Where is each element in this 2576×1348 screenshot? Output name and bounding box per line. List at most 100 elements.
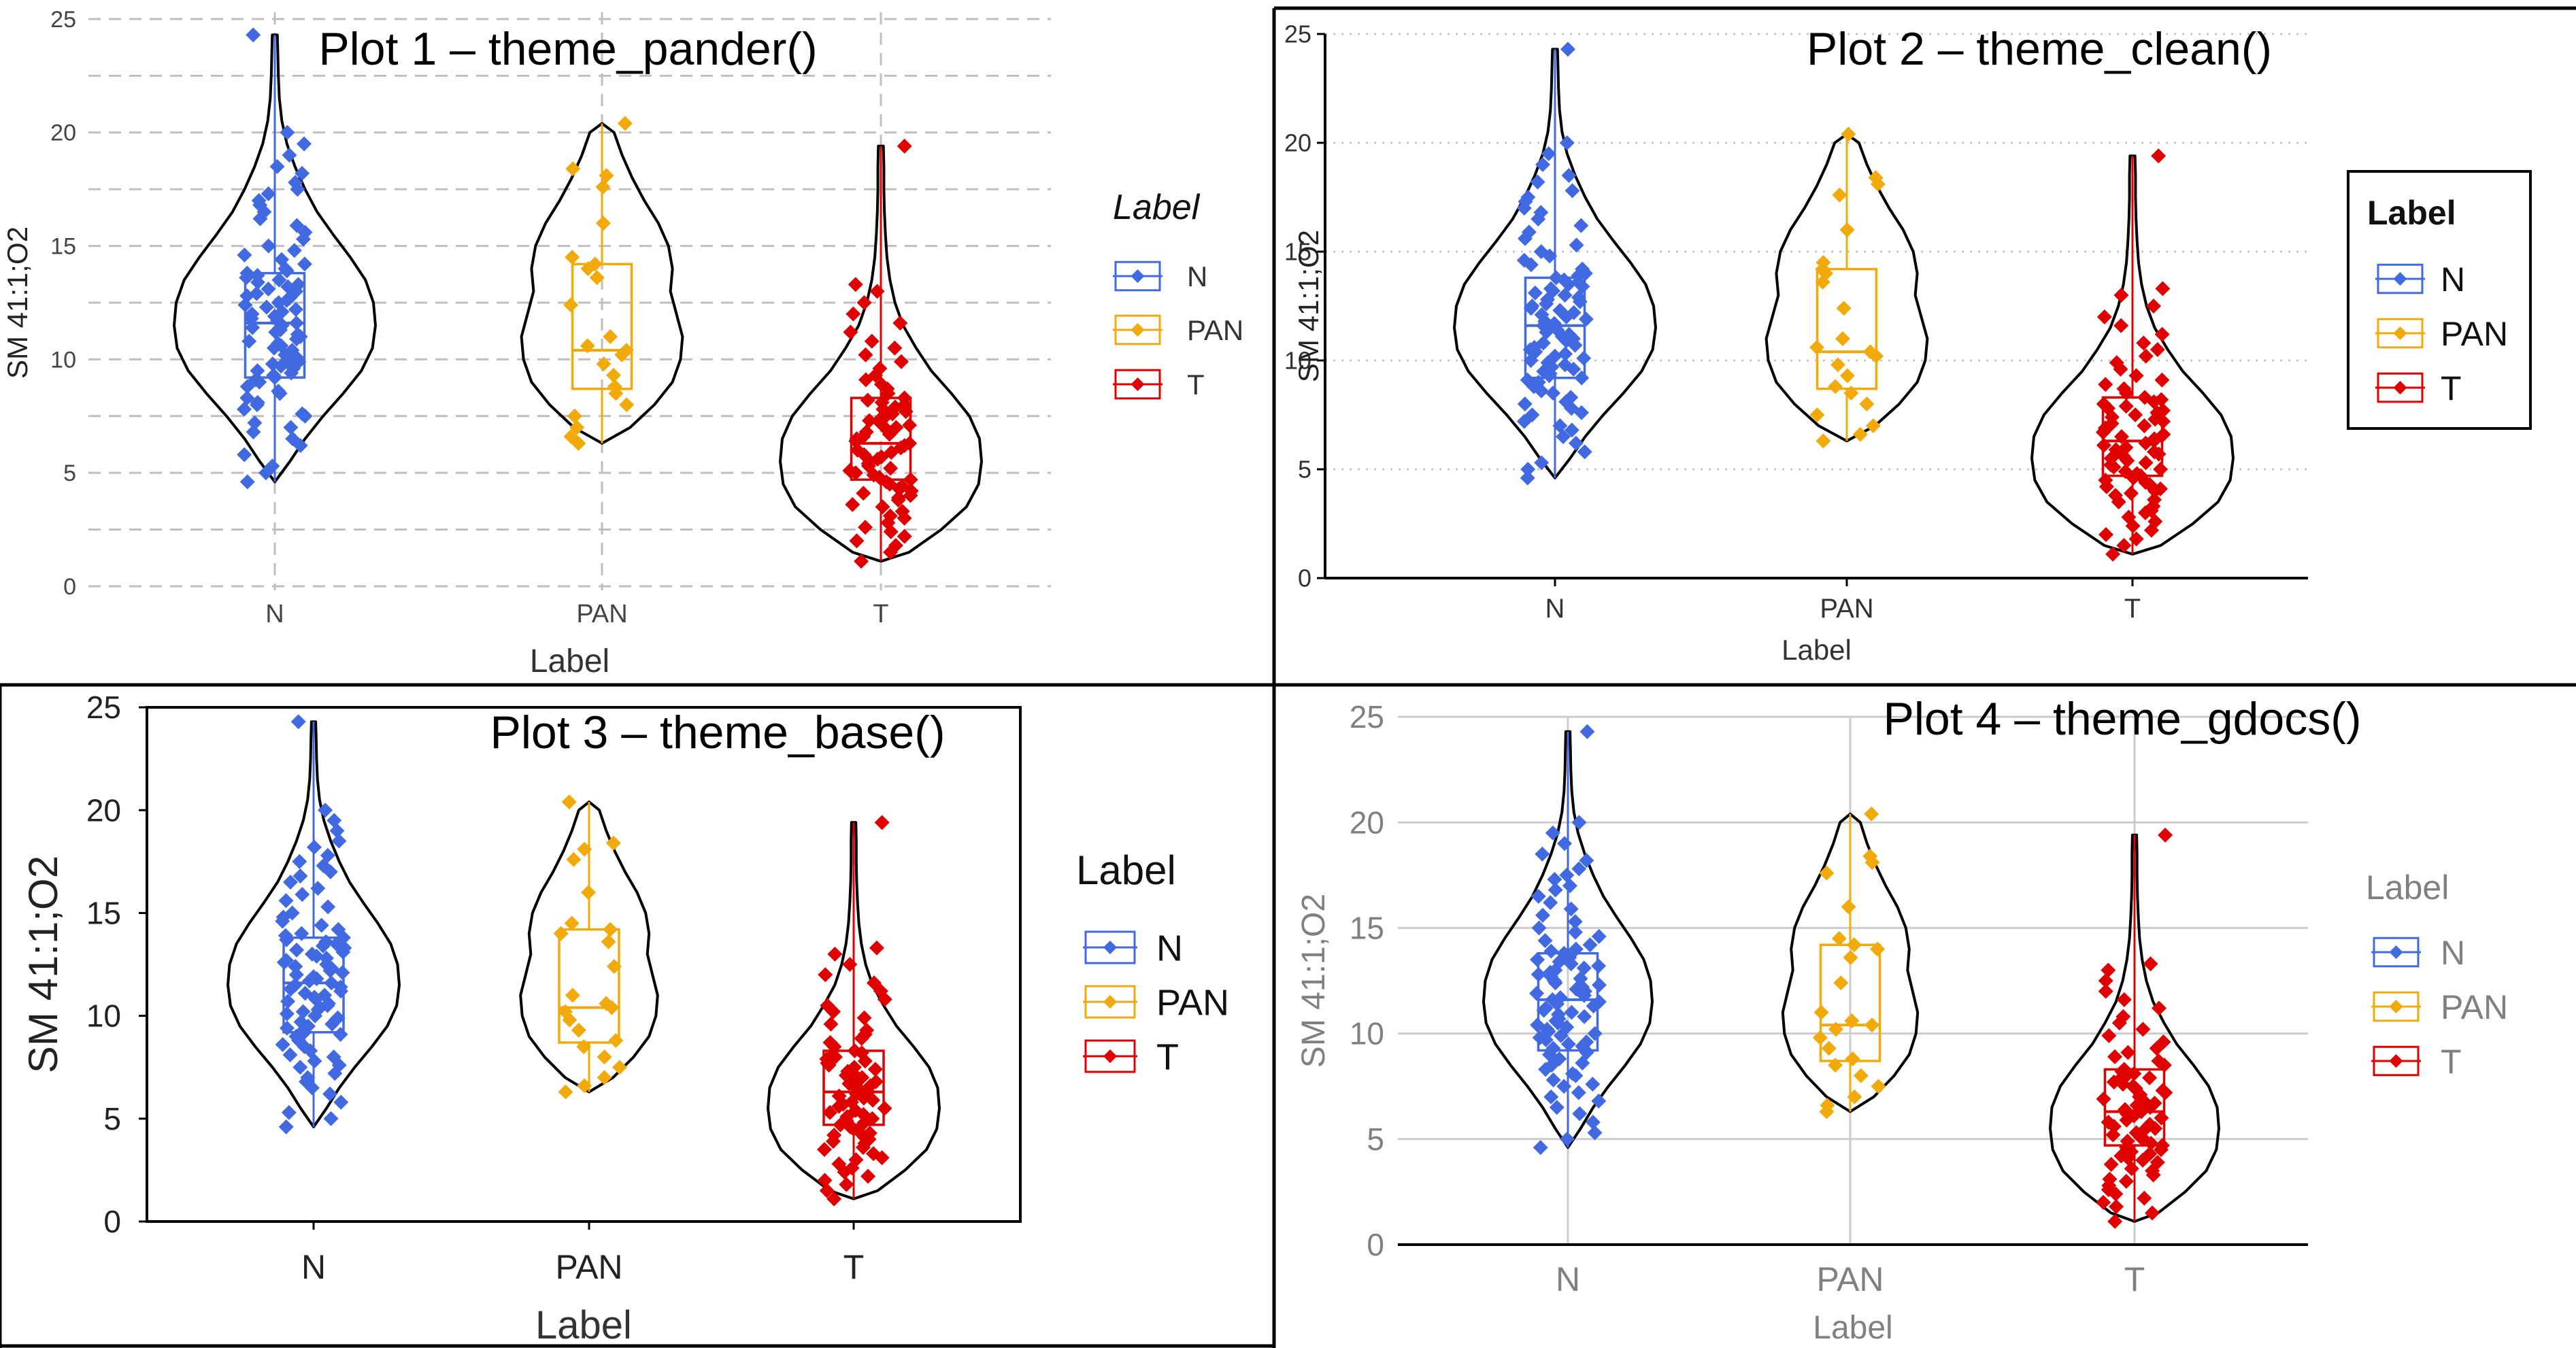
data-point-N — [1520, 470, 1535, 486]
data-point-PAN — [612, 1060, 627, 1075]
x-tick-label: PAN — [1816, 1260, 1884, 1298]
data-point-T — [866, 975, 882, 991]
data-point-N — [1537, 933, 1553, 949]
legend-key-diamond — [2393, 381, 2407, 394]
data-point-T — [843, 324, 858, 340]
data-point-N — [282, 148, 297, 163]
data-point-T — [2154, 372, 2170, 388]
data-point-N — [331, 833, 347, 849]
data-point-T — [2142, 1117, 2158, 1132]
data-point-T — [846, 1060, 862, 1075]
data-point-T — [848, 277, 863, 292]
data-point-N — [250, 363, 265, 379]
data-point-N — [317, 988, 333, 1003]
data-point-N — [333, 1026, 348, 1042]
data-point-N — [290, 277, 306, 292]
y-tick-label: 25 — [1284, 20, 1311, 48]
legend-item-label: N — [1187, 260, 1207, 292]
data-point-PAN — [1809, 339, 1824, 355]
data-point-N — [1559, 867, 1575, 883]
data-point-PAN — [619, 343, 635, 358]
legend-key-diamond — [1131, 323, 1145, 337]
data-point-PAN — [607, 379, 622, 394]
data-point-T — [2118, 399, 2134, 414]
data-point-T — [818, 967, 833, 983]
data-point-T — [831, 1088, 847, 1104]
legend-item-label: PAN — [1187, 314, 1243, 346]
data-point-T — [2151, 1053, 2167, 1068]
data-point-T — [854, 554, 869, 569]
data-point-PAN — [1853, 1068, 1869, 1083]
data-point-N — [305, 969, 321, 985]
data-point-T — [2138, 455, 2154, 471]
series-N — [227, 714, 401, 1134]
data-point-T — [2101, 1028, 2117, 1043]
data-point-T — [839, 1177, 854, 1192]
data-point-T — [891, 490, 907, 505]
data-point-N — [286, 243, 302, 258]
series-N — [1453, 41, 1657, 486]
data-point-N — [1564, 422, 1579, 438]
data-point-PAN — [603, 329, 618, 345]
data-point-N — [1549, 1100, 1565, 1115]
y-tick-label: 5 — [103, 1101, 121, 1136]
data-point-PAN — [599, 168, 614, 184]
data-point-T — [902, 435, 918, 451]
data-point-N — [1543, 281, 1558, 297]
x-tick-label: T — [2124, 594, 2141, 624]
legend-key-diamond — [1131, 377, 1145, 391]
data-point-T — [875, 499, 890, 515]
data-point-T — [902, 418, 918, 433]
data-point-PAN — [1864, 806, 1879, 822]
x-tick-label: PAN — [576, 600, 627, 628]
violin-N — [1482, 730, 1654, 1149]
box-PAN — [558, 928, 620, 1044]
data-point-N — [1552, 303, 1568, 318]
data-point-T — [869, 940, 884, 956]
data-point-T — [888, 537, 903, 553]
y-tick-label: 0 — [103, 1204, 121, 1239]
data-point-N — [279, 1006, 295, 1022]
data-point-N — [278, 1119, 294, 1134]
data-point-N — [1538, 1000, 1554, 1016]
legend: Label N PAN T — [1076, 847, 1229, 1077]
data-point-PAN — [605, 367, 621, 383]
data-point-T — [882, 508, 898, 524]
data-point-N — [1564, 1005, 1579, 1020]
data-point-N — [1530, 951, 1545, 967]
y-tick-label: 10 — [86, 998, 121, 1034]
data-point-T — [2137, 390, 2153, 405]
data-point-PAN — [1870, 941, 1886, 957]
legend-key-diamond — [1131, 269, 1145, 283]
legend-key-diamond — [2389, 1054, 2403, 1068]
data-point-N — [265, 356, 280, 372]
data-point-T — [846, 306, 861, 322]
data-point-PAN — [1833, 975, 1849, 991]
data-point-T — [2107, 1213, 2123, 1229]
data-point-N — [1591, 1093, 1607, 1109]
data-point-T — [2125, 1079, 2141, 1094]
data-point-N — [1565, 183, 1580, 199]
data-point-N — [1566, 305, 1582, 320]
data-point-T — [2137, 418, 2152, 433]
data-point-T — [2118, 1102, 2133, 1117]
data-point-N — [1534, 455, 1550, 471]
data-point-PAN — [565, 250, 580, 265]
data-point-PAN — [577, 1078, 592, 1094]
y-axis-label: SM 41:1;O2 — [20, 856, 66, 1073]
legend-key-PAN — [1083, 985, 1137, 1019]
legend-key-diamond — [1103, 1049, 1117, 1063]
data-point-T — [903, 472, 918, 488]
data-point-N — [239, 474, 255, 490]
data-point-PAN — [595, 216, 611, 231]
data-point-N — [1568, 435, 1584, 451]
data-point-N — [304, 946, 320, 962]
legend-key-T — [2371, 1045, 2421, 1077]
series-PAN — [1781, 806, 1920, 1119]
data-point-PAN — [608, 1032, 624, 1048]
data-point-PAN — [1839, 368, 1855, 384]
x-tick-label: N — [301, 1248, 326, 1286]
data-point-N — [250, 267, 265, 283]
x-axis-label: Label — [1813, 1310, 1892, 1346]
data-point-N — [1574, 370, 1590, 386]
